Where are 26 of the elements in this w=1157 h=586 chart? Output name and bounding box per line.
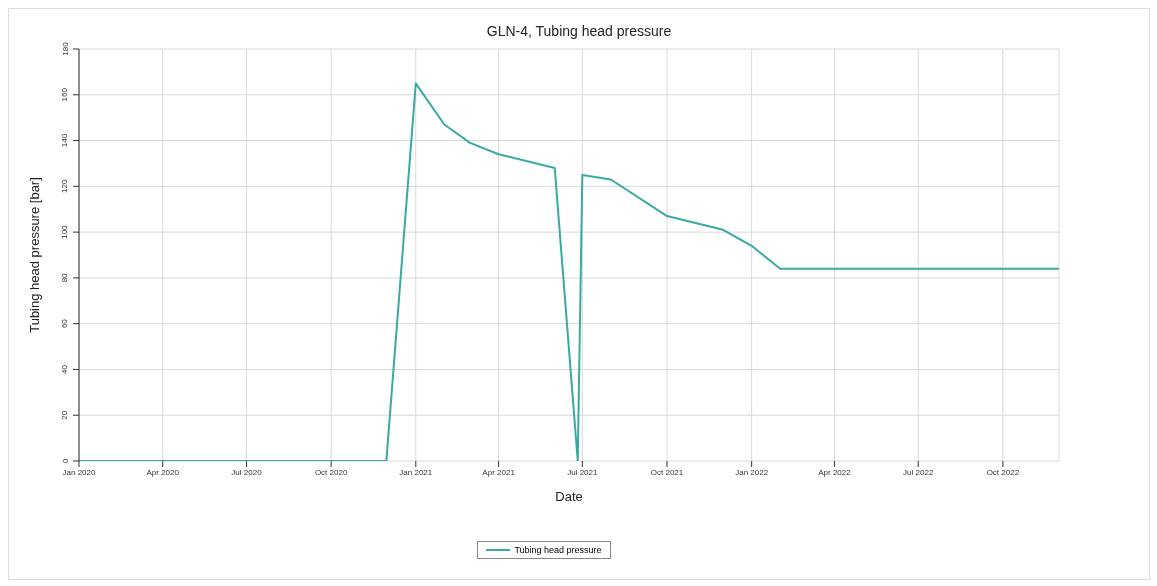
y-tick-label: 120 <box>60 179 70 194</box>
x-tick-label: Oct 2022 <box>986 467 1020 477</box>
y-tick-label: 0 <box>60 458 70 464</box>
x-axis-title: Date <box>555 489 583 504</box>
x-tick-label: Oct 2020 <box>314 467 348 477</box>
x-tick-label: Apr 2022 <box>818 467 852 477</box>
y-tick-label: 20 <box>60 410 70 420</box>
x-tick-label: Oct 2021 <box>650 467 684 477</box>
x-tick-label: Jan 2022 <box>735 467 769 477</box>
y-tick-label: 80 <box>60 272 70 283</box>
y-tick-label: 40 <box>60 364 70 374</box>
x-tick-label: Jul 2020 <box>231 467 263 477</box>
x-tick-label: Apr 2020 <box>146 467 180 477</box>
y-axis-title: Tubing head pressure [bar] <box>26 177 42 333</box>
x-tick-label: Jul 2021 <box>567 467 599 477</box>
y-tick-label: 180 <box>60 41 70 56</box>
x-tick-label: Jan 2020 <box>62 467 97 477</box>
y-tick-label: 140 <box>60 133 70 148</box>
y-tick-label: 100 <box>60 224 70 239</box>
chart-title: GLN-4, Tubing head pressure <box>485 23 673 39</box>
legend-label: Tubing head pressure <box>514 545 602 555</box>
y-tick-label: 160 <box>60 87 70 102</box>
x-tick-label: Jul 2022 <box>903 467 934 477</box>
y-tick-label: 60 <box>60 318 70 329</box>
x-tick-label: Jan 2021 <box>399 467 433 477</box>
x-tick-label: Apr 2021 <box>482 467 516 477</box>
